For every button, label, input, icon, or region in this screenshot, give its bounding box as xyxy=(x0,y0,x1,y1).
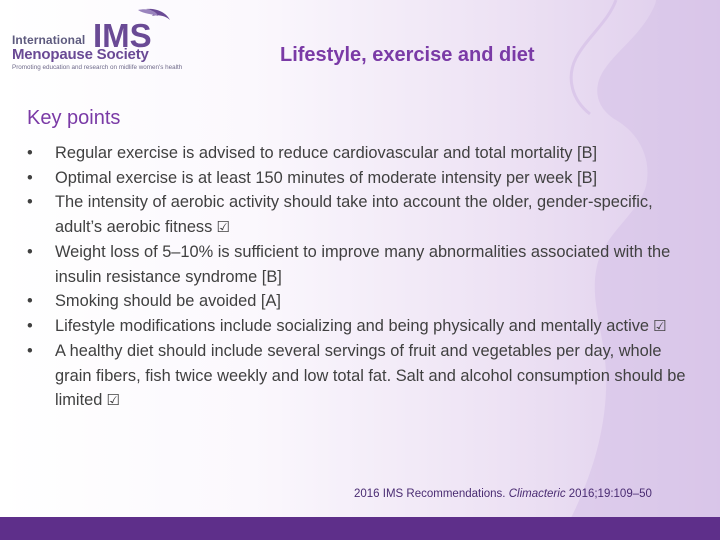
section-heading: Key points xyxy=(27,107,121,129)
citation-prefix: 2016 IMS Recommendations. xyxy=(354,488,509,500)
logo-swoosh-icon xyxy=(138,8,170,20)
list-item: • Weight loss of 5–10% is sufficient to i… xyxy=(27,240,697,289)
list-item: • Smoking should be avoided [A] xyxy=(27,289,697,314)
bullet-icon: • xyxy=(27,316,33,335)
point-text: Smoking should be avoided [A] xyxy=(55,292,281,310)
checkbox-checked-icon: ☑ xyxy=(216,218,230,236)
point-text: Lifestyle modifications include socializ… xyxy=(55,316,650,335)
bullet-icon: • xyxy=(27,243,33,261)
list-item: • The intensity of aerobic activity shoul… xyxy=(27,190,697,240)
logo-tagline: Promoting education and research on midl… xyxy=(12,64,183,71)
list-item: • A healthy diet should include several s… xyxy=(27,339,697,414)
slide-title: Lifestyle, exercise and diet xyxy=(280,44,535,66)
bullet-icon: • xyxy=(27,144,33,162)
list-item: • Regular exercise is advised to reduce c… xyxy=(27,141,697,166)
point-text: Regular exercise is advised to reduce ca… xyxy=(55,144,598,162)
citation-suffix: 2016;19:109–50 xyxy=(565,488,652,500)
citation-journal: Climacteric xyxy=(508,488,566,500)
woman-silhouette-decoration xyxy=(569,0,720,520)
logo-line-international: International xyxy=(12,33,86,47)
bullet-icon: • xyxy=(27,193,33,211)
point-text: A healthy diet should include several se… xyxy=(55,342,686,409)
bullet-icon: • xyxy=(27,292,33,310)
checkbox-checked-icon: ☑ xyxy=(106,392,120,409)
list-item: • Lifestyle modifications include sociali… xyxy=(27,314,697,340)
key-points-list: • Regular exercise is advised to reduce c… xyxy=(27,141,697,414)
logo-brand-ims: IMS xyxy=(93,17,152,54)
bullet-icon: • xyxy=(27,342,33,360)
point-text: The intensity of aerobic activity should… xyxy=(55,193,653,236)
bullet-icon: • xyxy=(27,168,33,187)
point-text: Weight loss of 5–10% is sufficient to im… xyxy=(55,243,671,286)
point-text: Optimal exercise is at least 150 minutes… xyxy=(55,168,598,187)
list-item: • Optimal exercise is at least 150 minute… xyxy=(27,166,697,191)
bottom-bar xyxy=(0,517,720,540)
checkbox-checked-icon: ☑ xyxy=(653,317,667,335)
logo-line-menopause-society: Menopause Society xyxy=(12,46,149,63)
citation: 2016 IMS Recommendations. Climacteric 20… xyxy=(354,488,652,500)
ims-logo: International IMS Menopause Society Prom… xyxy=(6,6,183,82)
